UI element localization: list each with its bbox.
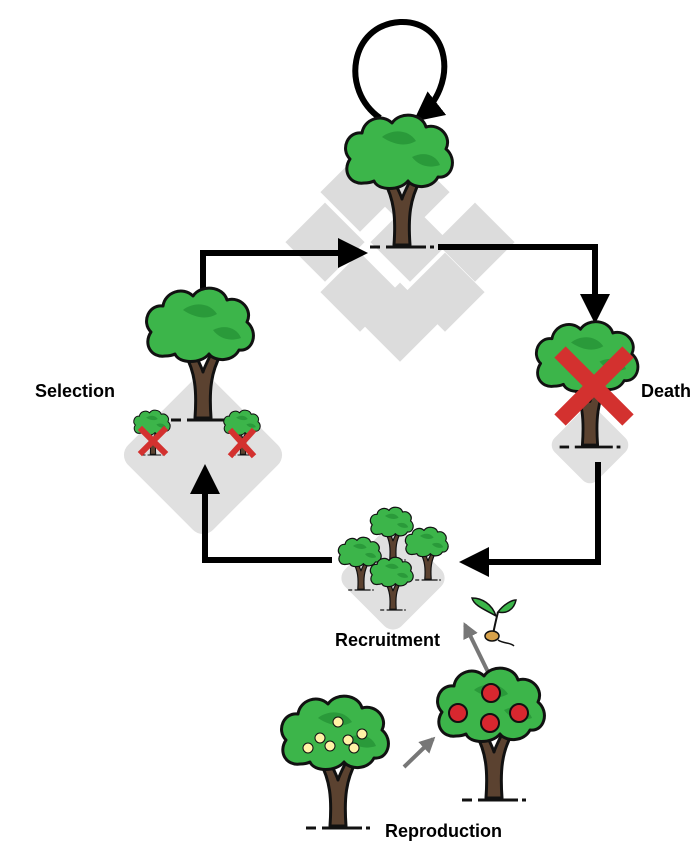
label-recruitment: Recruitment (335, 630, 440, 650)
selection-cross-right-icon (227, 427, 257, 459)
arrow-top-to-death (438, 244, 610, 324)
label-death: Death (641, 381, 691, 401)
selection-cross-left-icon (137, 425, 169, 457)
self-loop-arrow (352, 18, 448, 122)
selection-tree-icon (145, 286, 255, 422)
label-selection: Selection (35, 381, 115, 401)
flowering-tree-icon (280, 694, 390, 830)
flowers (302, 716, 368, 754)
label-reproduction: Reproduction (385, 821, 502, 841)
arrow-death-to-recruitment (459, 462, 601, 577)
arrow-fruit-to-recruitment (463, 622, 490, 673)
seedling-icon (471, 597, 517, 647)
fruits (448, 683, 529, 733)
arrow-flower-to-fruit (402, 736, 436, 769)
death-cross-icon (554, 346, 634, 426)
arrow-recruitment-to-selection (190, 464, 332, 563)
